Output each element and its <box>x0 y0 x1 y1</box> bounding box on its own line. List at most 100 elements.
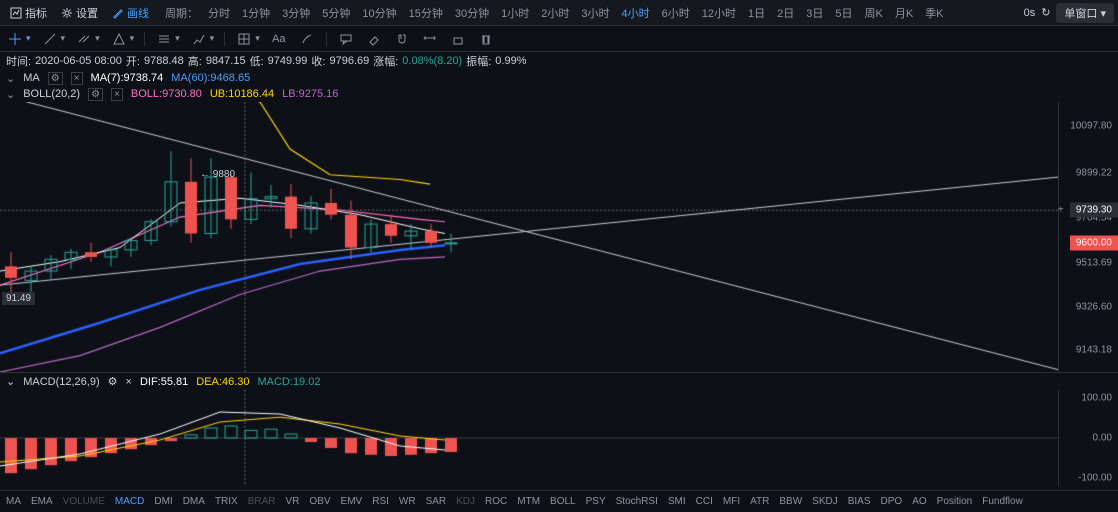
period-label: 周期： <box>165 5 198 21</box>
ma-close-icon[interactable]: × <box>71 72 83 85</box>
cursor-tool[interactable] <box>6 30 24 48</box>
collapse-boll-icon[interactable]: ⌄ <box>6 88 15 101</box>
indicator-item[interactable]: Position <box>937 496 973 507</box>
trash-tool[interactable] <box>477 30 495 48</box>
period-item[interactable]: 5分钟 <box>316 5 356 23</box>
lock-tool[interactable] <box>449 30 467 48</box>
indicator-item[interactable]: TRIX <box>215 496 238 507</box>
indicator-item[interactable]: RSI <box>372 496 389 507</box>
yaxis-label: 9513.69 <box>1076 258 1112 269</box>
indicator-item[interactable]: DMA <box>183 496 205 507</box>
period-item[interactable]: 1分钟 <box>236 5 276 23</box>
indicator-item[interactable]: OBV <box>309 496 330 507</box>
yaxis-label: 0.00 <box>1093 433 1112 444</box>
macd-name: MACD(12,26,9) <box>23 376 99 388</box>
main-chart-canvas[interactable] <box>0 102 1058 372</box>
period-item[interactable]: 5日 <box>829 5 858 23</box>
indicator-item[interactable]: VR <box>286 496 300 507</box>
period-item[interactable]: 12小时 <box>696 5 742 23</box>
eraser-tool[interactable] <box>365 30 383 48</box>
period-item[interactable]: 4小时 <box>616 5 656 23</box>
period-item[interactable]: 15分钟 <box>403 5 449 23</box>
period-item[interactable]: 月K <box>889 5 919 23</box>
indicator-item[interactable]: BOLL <box>550 496 576 507</box>
refresh-icon[interactable]: ↻ <box>1041 6 1050 19</box>
indicator-item[interactable]: BBW <box>779 496 802 507</box>
ray-tool[interactable] <box>75 30 93 48</box>
macd-header: ⌄ MACD(12,26,9) ⚙ × DIF:55.81 DEA:46.30 … <box>0 372 1118 390</box>
period-item[interactable]: 2小时 <box>535 5 575 23</box>
period-item[interactable]: 10分钟 <box>356 5 402 23</box>
indicator-item[interactable]: MACD <box>115 496 144 507</box>
period-item[interactable]: 1小时 <box>495 5 535 23</box>
collapse-ma-icon[interactable]: ⌄ <box>6 72 15 85</box>
indicator-item[interactable]: ROC <box>485 496 507 507</box>
indicator-item[interactable]: SKDJ <box>812 496 838 507</box>
indicator-item[interactable]: MFI <box>723 496 740 507</box>
yaxis-label: 9899.22 <box>1076 167 1112 178</box>
chevron-down-icon[interactable]: ▾ <box>26 33 31 44</box>
period-item[interactable]: 分时 <box>202 5 236 23</box>
indicator-item[interactable]: StochRSI <box>616 496 658 507</box>
indicator-item[interactable]: SMI <box>668 496 686 507</box>
period-item[interactable]: 3日 <box>800 5 829 23</box>
indicator-item[interactable]: ATR <box>750 496 769 507</box>
text-tool[interactable]: Aa <box>270 30 288 48</box>
macd-chart-wrap: 100.000.00-100.00 <box>0 390 1118 486</box>
indicator-item[interactable]: KDJ <box>456 496 475 507</box>
ma-name: MA <box>23 72 40 84</box>
period-item[interactable]: 2日 <box>771 5 800 23</box>
boll-close-icon[interactable]: × <box>111 88 123 101</box>
settings-button[interactable]: 设置 <box>55 2 104 24</box>
indicator-item[interactable]: DMI <box>154 496 172 507</box>
indicator-item[interactable]: WR <box>399 496 416 507</box>
brush-tool[interactable] <box>298 30 316 48</box>
main-yaxis: 10097.809899.229739.309704.549513.699326… <box>1058 102 1118 372</box>
indicator-item[interactable]: EMA <box>31 496 53 507</box>
period-item[interactable]: 周K <box>859 5 889 23</box>
horizontal-tool[interactable] <box>155 30 173 48</box>
yaxis-label: 9326.60 <box>1076 302 1112 313</box>
period-item[interactable]: 3分钟 <box>276 5 316 23</box>
indicator-item[interactable]: DPO <box>881 496 903 507</box>
period-item[interactable]: 季K <box>919 5 949 23</box>
indicator-item[interactable]: BIAS <box>848 496 871 507</box>
indicator-item[interactable]: MA <box>6 496 21 507</box>
indicator-item[interactable]: SAR <box>426 496 447 507</box>
main-chart-wrap: 10097.809899.229739.309704.549513.699326… <box>0 102 1118 372</box>
ma-settings-icon[interactable]: ⚙ <box>48 72 63 85</box>
indicator-item[interactable]: AO <box>912 496 926 507</box>
ruler-tool[interactable]: ⟷ <box>421 30 439 48</box>
timer-label: 0s <box>1024 7 1036 19</box>
yaxis-label: 100.00 <box>1081 393 1112 404</box>
magnet-tool[interactable] <box>393 30 411 48</box>
drawline-button[interactable]: 画线 <box>106 2 155 24</box>
indicator-item[interactable]: MTM <box>517 496 540 507</box>
indicator-item[interactable]: EMV <box>341 496 363 507</box>
indicator-item[interactable]: CCI <box>696 496 713 507</box>
boll-settings-icon[interactable]: ⚙ <box>88 88 103 101</box>
boll-bar: ⌄ BOLL(20,2) ⚙ × BOLL:9730.80 UB:10186.4… <box>0 86 1118 102</box>
indicator-item[interactable]: BRAR <box>248 496 276 507</box>
collapse-macd-icon[interactable]: ⌄ <box>6 375 15 388</box>
macd-close-icon[interactable]: × <box>126 376 132 388</box>
fib-tool[interactable] <box>190 30 208 48</box>
indicators-icon <box>10 7 22 19</box>
window-mode-button[interactable]: 单窗口 ▾ <box>1056 3 1114 23</box>
indicator-item[interactable]: Fundflow <box>982 496 1023 507</box>
indicators-button[interactable]: 指标 <box>4 2 53 24</box>
grid-tool[interactable] <box>235 30 253 48</box>
period-item[interactable]: 3小时 <box>575 5 615 23</box>
period-item[interactable]: 30分钟 <box>449 5 495 23</box>
callout-tool[interactable] <box>337 30 355 48</box>
current-price-tag: 9600.00 <box>1070 235 1118 250</box>
triangle-tool[interactable] <box>110 30 128 48</box>
indicator-item[interactable]: VOLUME <box>63 496 105 507</box>
period-item[interactable]: 6小时 <box>656 5 696 23</box>
macd-settings-icon[interactable]: ⚙ <box>108 375 118 388</box>
indicators-label: 指标 <box>25 5 47 21</box>
indicator-item[interactable]: PSY <box>586 496 606 507</box>
period-item[interactable]: 1日 <box>742 5 771 23</box>
macd-chart-canvas[interactable] <box>0 390 1058 486</box>
trendline-tool[interactable] <box>41 30 59 48</box>
